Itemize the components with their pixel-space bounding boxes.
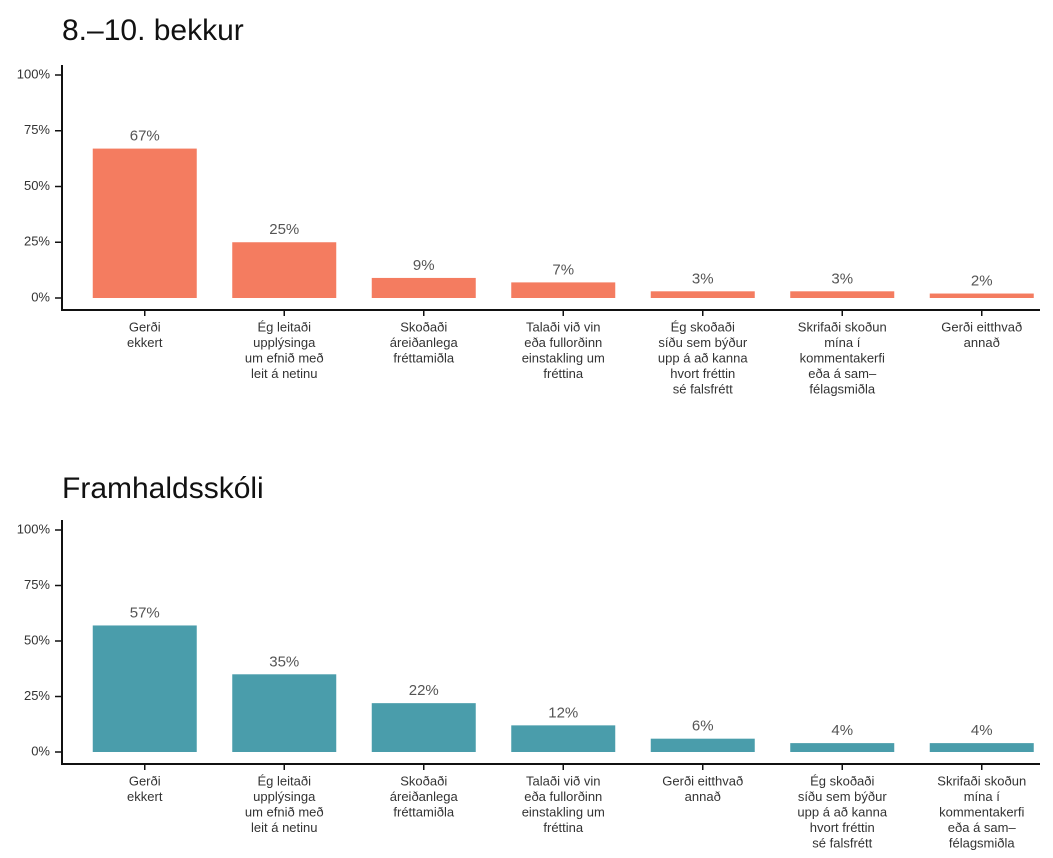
bar xyxy=(790,291,895,298)
x-tick-label: sé falsfrétt xyxy=(812,835,872,850)
x-tick-label: kommentakerfi xyxy=(939,804,1024,819)
x-tick-label: Ég leitaði xyxy=(258,319,312,334)
value-label: 35% xyxy=(269,653,299,670)
bar xyxy=(511,725,616,752)
bar xyxy=(650,738,755,752)
value-label: 3% xyxy=(692,270,714,287)
x-tick-label: Gerði xyxy=(129,319,161,334)
x-tick-label: ekkert xyxy=(127,789,163,804)
x-tick-label: hvort fréttin xyxy=(670,366,735,381)
y-tick-label: 50% xyxy=(24,178,50,193)
chart-title: 8.–10. bekkur xyxy=(62,14,244,47)
x-tick-label: um efnið með xyxy=(245,350,324,365)
x-tick-label: áreiðanlega xyxy=(390,335,459,350)
value-label: 3% xyxy=(831,270,853,287)
x-tick-label: fréttina xyxy=(543,820,584,835)
x-tick-label: Gerði eitthvað xyxy=(941,319,1022,334)
x-tick-label: félagsmiðla xyxy=(809,381,876,396)
x-tick-label: Skrifaði skoðun xyxy=(798,319,887,334)
value-label: 6% xyxy=(692,718,714,735)
x-tick-label: upplýsinga xyxy=(253,335,316,350)
y-tick-label: 100% xyxy=(17,66,51,81)
x-tick-label: Talaði við vin xyxy=(526,773,600,788)
x-tick-label: leit á netinu xyxy=(251,820,318,835)
x-tick-label: einstakling um xyxy=(522,804,605,819)
x-tick-label: annað xyxy=(964,335,1000,350)
x-tick-label: Skoðaði xyxy=(400,319,447,334)
x-tick-label: um efnið með xyxy=(245,804,324,819)
x-tick-label: upp á að kanna xyxy=(797,804,887,819)
y-tick-label: 0% xyxy=(31,289,50,304)
x-tick-label: eða á sam– xyxy=(948,820,1017,835)
x-tick-label: Ég skoðaði xyxy=(810,773,874,788)
value-label: 9% xyxy=(413,257,435,274)
x-tick-label: kommentakerfi xyxy=(800,350,885,365)
x-tick-label: síðu sem býður xyxy=(798,789,888,804)
x-tick-label: upp á að kanna xyxy=(658,350,748,365)
x-tick-label: Ég skoðaði xyxy=(671,319,735,334)
x-tick-label: Talaði við vin xyxy=(526,319,600,334)
bar xyxy=(232,242,337,298)
x-tick-label: ekkert xyxy=(127,335,163,350)
x-tick-label: annað xyxy=(685,789,721,804)
x-tick-label: fréttina xyxy=(543,366,584,381)
x-tick-label: einstakling um xyxy=(522,350,605,365)
bar xyxy=(232,674,337,752)
x-tick-label: mína í xyxy=(824,335,861,350)
y-tick-label: 25% xyxy=(24,234,50,249)
x-tick-label: leit á netinu xyxy=(251,366,318,381)
x-tick-label: fréttamiðla xyxy=(393,804,454,819)
x-tick-label: eða á sam– xyxy=(808,366,877,381)
x-tick-label: síðu sem býður xyxy=(658,335,748,350)
x-tick-label: áreiðanlega xyxy=(390,789,459,804)
bar xyxy=(790,743,895,752)
x-tick-label: sé falsfrétt xyxy=(673,381,733,396)
x-tick-label: hvort fréttin xyxy=(810,820,875,835)
y-tick-label: 100% xyxy=(17,521,51,536)
y-tick-label: 50% xyxy=(24,632,50,647)
y-tick-label: 75% xyxy=(24,577,50,592)
bar xyxy=(929,743,1034,752)
bar xyxy=(929,293,1034,298)
bar xyxy=(511,282,616,298)
y-tick-label: 75% xyxy=(24,122,50,137)
x-tick-label: Gerði eitthvað xyxy=(662,773,743,788)
x-tick-label: upplýsinga xyxy=(253,789,316,804)
x-tick-label: fréttamiðla xyxy=(393,350,454,365)
value-label: 67% xyxy=(130,128,160,145)
value-label: 7% xyxy=(552,261,574,278)
bar xyxy=(371,277,476,298)
bar xyxy=(92,148,197,298)
value-label: 4% xyxy=(831,722,853,739)
x-tick-label: Ég leitaði xyxy=(258,773,312,788)
value-label: 22% xyxy=(409,682,439,699)
value-label: 2% xyxy=(971,273,993,290)
value-label: 25% xyxy=(269,221,299,238)
value-label: 4% xyxy=(971,722,993,739)
x-tick-label: mína í xyxy=(964,789,1001,804)
bar xyxy=(371,703,476,752)
bar xyxy=(92,625,197,752)
y-tick-label: 25% xyxy=(24,688,50,703)
x-tick-label: Gerði xyxy=(129,773,161,788)
value-label: 57% xyxy=(130,604,160,621)
chart-title: Framhaldsskóli xyxy=(62,472,264,505)
x-tick-label: Skoðaði xyxy=(400,773,447,788)
value-label: 12% xyxy=(548,704,578,721)
x-tick-label: Skrifaði skoðun xyxy=(937,773,1026,788)
x-tick-label: eða fullorðinn xyxy=(524,335,602,350)
x-tick-label: eða fullorðinn xyxy=(524,789,602,804)
y-tick-label: 0% xyxy=(31,743,50,758)
bar xyxy=(650,291,755,298)
x-tick-label: félagsmiðla xyxy=(949,835,1016,850)
